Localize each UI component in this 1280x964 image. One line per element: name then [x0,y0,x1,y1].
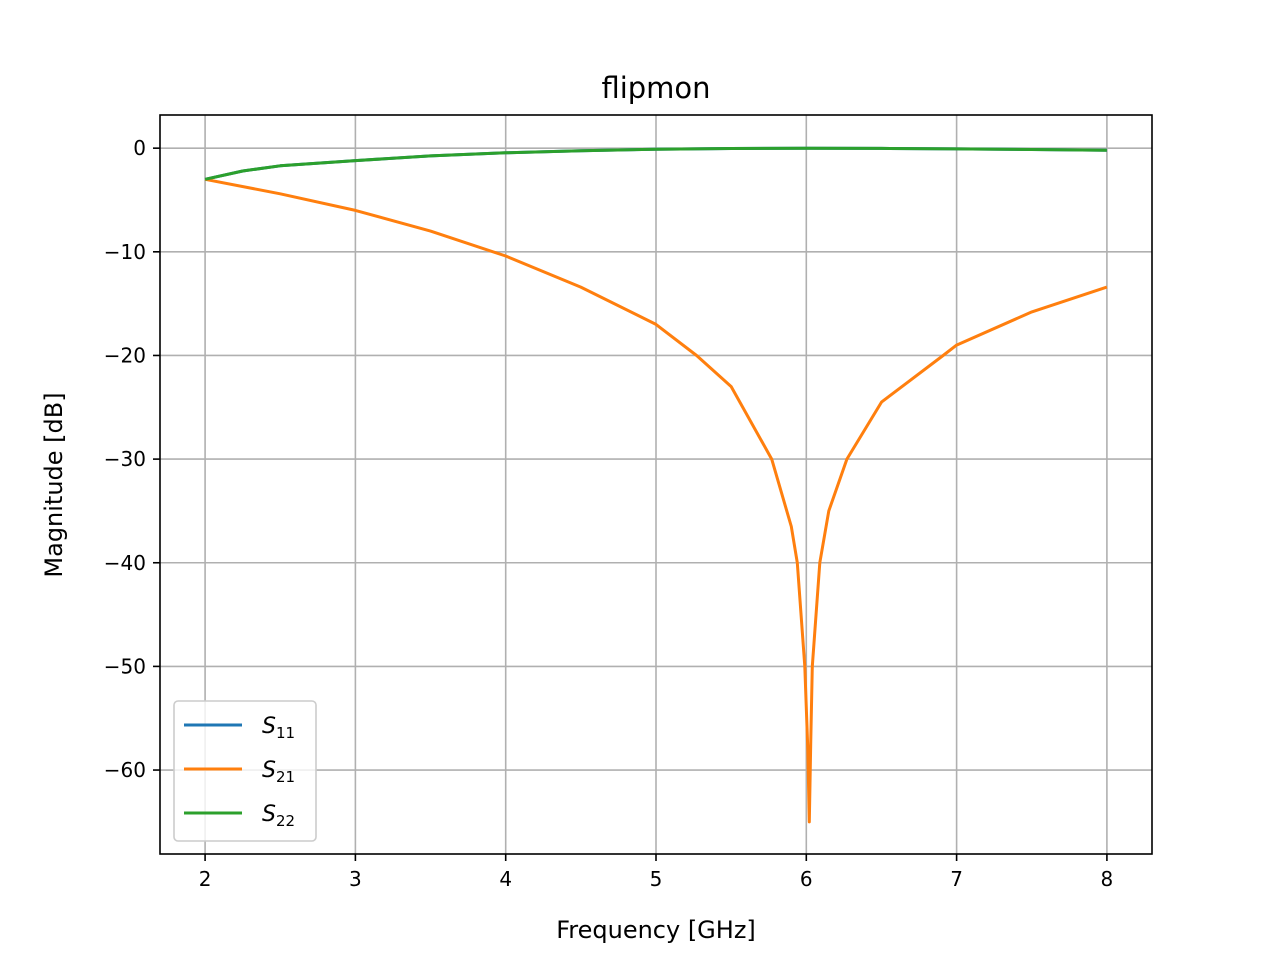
x-tick-label: 3 [349,867,362,891]
legend-label-sub: 21 [276,768,295,786]
legend-label-main: S [262,802,276,827]
y-tick-label: −40 [104,551,146,575]
legend-label-s22: S22 [262,802,295,830]
y-tick-label: −10 [104,240,146,264]
x-tick-label: 6 [800,867,813,891]
series-line-s21 [204,177,1108,824]
y-tick-label: −50 [104,654,146,678]
legend-label-s21: S21 [262,758,295,786]
y-tick-label: −30 [104,447,146,471]
legend-box [173,700,317,842]
chart-title: flipmon [601,71,710,105]
grid [160,115,1152,854]
series-lines [204,146,1108,824]
legend-label-sub: 22 [276,812,295,830]
x-tick-label: 7 [950,867,963,891]
x-axis-label: Frequency [GHz] [556,916,756,944]
legend-label-main: S [262,758,276,783]
legend-label-s11: S11 [262,714,295,742]
y-tick-label: −60 [104,758,146,782]
x-tick-label: 2 [199,867,212,891]
y-axis-label: Magnitude [dB] [40,392,68,577]
ticks: 2 3 4 5 6 7 8 0 −10 −20 −30 −40 −50 −60 [104,136,1113,891]
y-tick-label: −20 [104,343,146,367]
x-tick-label: 5 [650,867,663,891]
y-tick-label: 0 [133,136,146,160]
series-line-s22 [204,146,1107,181]
x-tick-label: 4 [499,867,512,891]
x-tick-label: 8 [1101,867,1114,891]
legend-label-sub: 11 [276,724,295,742]
legend-label-main: S [262,714,276,739]
